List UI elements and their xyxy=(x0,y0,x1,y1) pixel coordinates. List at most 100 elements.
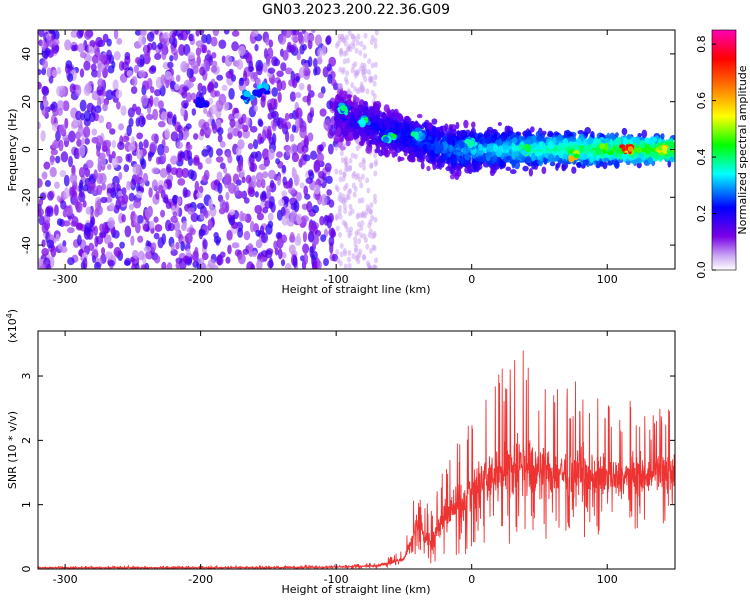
spectrogram-cell xyxy=(237,139,245,150)
spectrogram-cell xyxy=(64,39,72,51)
spectrogram-cell xyxy=(231,242,240,249)
spectrogram-cell xyxy=(138,115,146,128)
spectrogram-cell xyxy=(178,130,184,141)
spectrogram-cell xyxy=(360,173,365,180)
spectrogram-cell xyxy=(219,251,226,258)
spectrogram-cell xyxy=(592,143,598,149)
spectrogram-cell xyxy=(54,181,60,189)
spectrogram-cell xyxy=(126,69,133,78)
spectrogram-cell xyxy=(201,252,209,261)
spectrogram-cell xyxy=(182,220,188,228)
spectrogram-cell xyxy=(60,245,68,254)
spectrogram-cell xyxy=(505,166,512,172)
spectrogram-cell xyxy=(262,62,268,73)
spectrogram-cell xyxy=(361,85,366,92)
spectrogram-cell xyxy=(310,250,318,261)
spectrogram-cell xyxy=(56,218,63,226)
spectrogram-cell xyxy=(160,111,167,122)
spectrogram-cell xyxy=(201,148,209,157)
spectrogram-cell xyxy=(266,125,272,138)
spectrogram-cell xyxy=(339,146,346,151)
spectrogram-x-ticks: -300 -200 -100 0 100 xyxy=(53,30,618,286)
spectrogram-cell xyxy=(238,45,246,56)
spectrogram-cell xyxy=(142,52,150,59)
spectrogram-cell xyxy=(245,174,252,184)
spectrogram-cell xyxy=(393,108,399,115)
spectrogram-cell xyxy=(467,165,472,173)
spectrogram-cell xyxy=(135,56,141,65)
spectrogram-cell xyxy=(165,219,172,232)
spectrogram-cell xyxy=(285,145,291,156)
spectrogram-cell xyxy=(525,139,531,145)
spectrogram-cell xyxy=(485,137,491,145)
spectrogram-cell xyxy=(347,30,352,36)
spectrogram-cell xyxy=(143,139,149,149)
spectrogram-cell xyxy=(234,112,242,119)
spectrogram-cell xyxy=(355,145,360,152)
spectrogram-cell xyxy=(249,220,255,233)
spectrogram-hotspot xyxy=(599,143,607,150)
spectrogram-cell xyxy=(255,78,262,86)
spectrogram-cell xyxy=(59,169,67,177)
spectrogram-cell xyxy=(67,73,74,83)
spectrogram-cell xyxy=(105,89,114,101)
spectrogram-cell xyxy=(157,237,164,249)
spectrogram-cell xyxy=(149,86,155,94)
spectrogram-cell xyxy=(336,120,343,129)
spectrogram-cell xyxy=(614,160,620,169)
y-tick-label: 40 xyxy=(20,47,33,61)
spectrogram-hotspot xyxy=(340,105,347,112)
spectrogram-cell xyxy=(78,144,86,157)
spectrogram-hotspot xyxy=(200,97,205,105)
spectrogram-cell xyxy=(101,247,106,255)
spectrogram-cell xyxy=(383,104,390,113)
spectrogram-cell xyxy=(304,135,309,146)
spectrogram-cell xyxy=(350,152,355,159)
spectrogram-cell xyxy=(363,32,368,39)
spectrogram-cell xyxy=(201,34,208,44)
spectrogram-cell xyxy=(425,153,432,163)
spectrogram-cell xyxy=(173,220,180,232)
spectrogram-cell xyxy=(126,124,132,137)
spectrogram-cell xyxy=(198,185,204,194)
spectrogram-cell xyxy=(358,248,363,255)
spectrogram-cell xyxy=(426,122,433,130)
spectrogram-cell xyxy=(166,262,173,269)
colorbar-ticks: 0.00.20.40.60.8 xyxy=(695,35,716,279)
spectrogram-cell xyxy=(194,246,199,259)
spectrogram-cell xyxy=(70,30,78,38)
spectrogram-cell xyxy=(57,107,63,116)
spectrogram-cell xyxy=(190,212,199,223)
spectrogram-cell xyxy=(53,204,59,216)
spectrogram-cell xyxy=(357,238,362,245)
spectrogram-cell xyxy=(431,118,438,125)
spectrogram-cell xyxy=(248,60,254,73)
spectrogram-cell xyxy=(338,138,344,143)
spectrogram-cell xyxy=(552,136,557,145)
spectrogram-cell xyxy=(299,182,305,189)
spectrogram-cell xyxy=(339,251,344,258)
spectrogram-cell xyxy=(444,123,449,132)
spectrogram-cell xyxy=(568,132,574,137)
spectrogram-cell xyxy=(348,230,353,237)
spectrogram-cell xyxy=(355,253,360,260)
spectrogram-hotspot xyxy=(627,146,634,152)
spectrogram-cell xyxy=(512,150,520,158)
spectrogram-cell xyxy=(365,177,370,184)
spectrogram-cell xyxy=(193,133,199,140)
colorbar-tick-label: 0.2 xyxy=(695,205,708,223)
spectrogram-cell xyxy=(641,129,648,138)
spectrogram-cell xyxy=(78,30,84,38)
spectrogram-cell xyxy=(162,182,168,191)
spectrogram-cell xyxy=(277,248,283,260)
spectrogram-cell xyxy=(89,40,96,48)
spectrogram-cell xyxy=(154,53,162,60)
spectrogram-cell xyxy=(336,40,341,47)
spectrogram-cell xyxy=(94,105,102,114)
spectrogram-cell xyxy=(240,212,248,222)
x-tick-label: -200 xyxy=(188,273,213,286)
spectrogram-cell xyxy=(356,221,361,228)
spectrogram-cell xyxy=(336,257,341,264)
spectrogram-cell xyxy=(302,67,311,77)
